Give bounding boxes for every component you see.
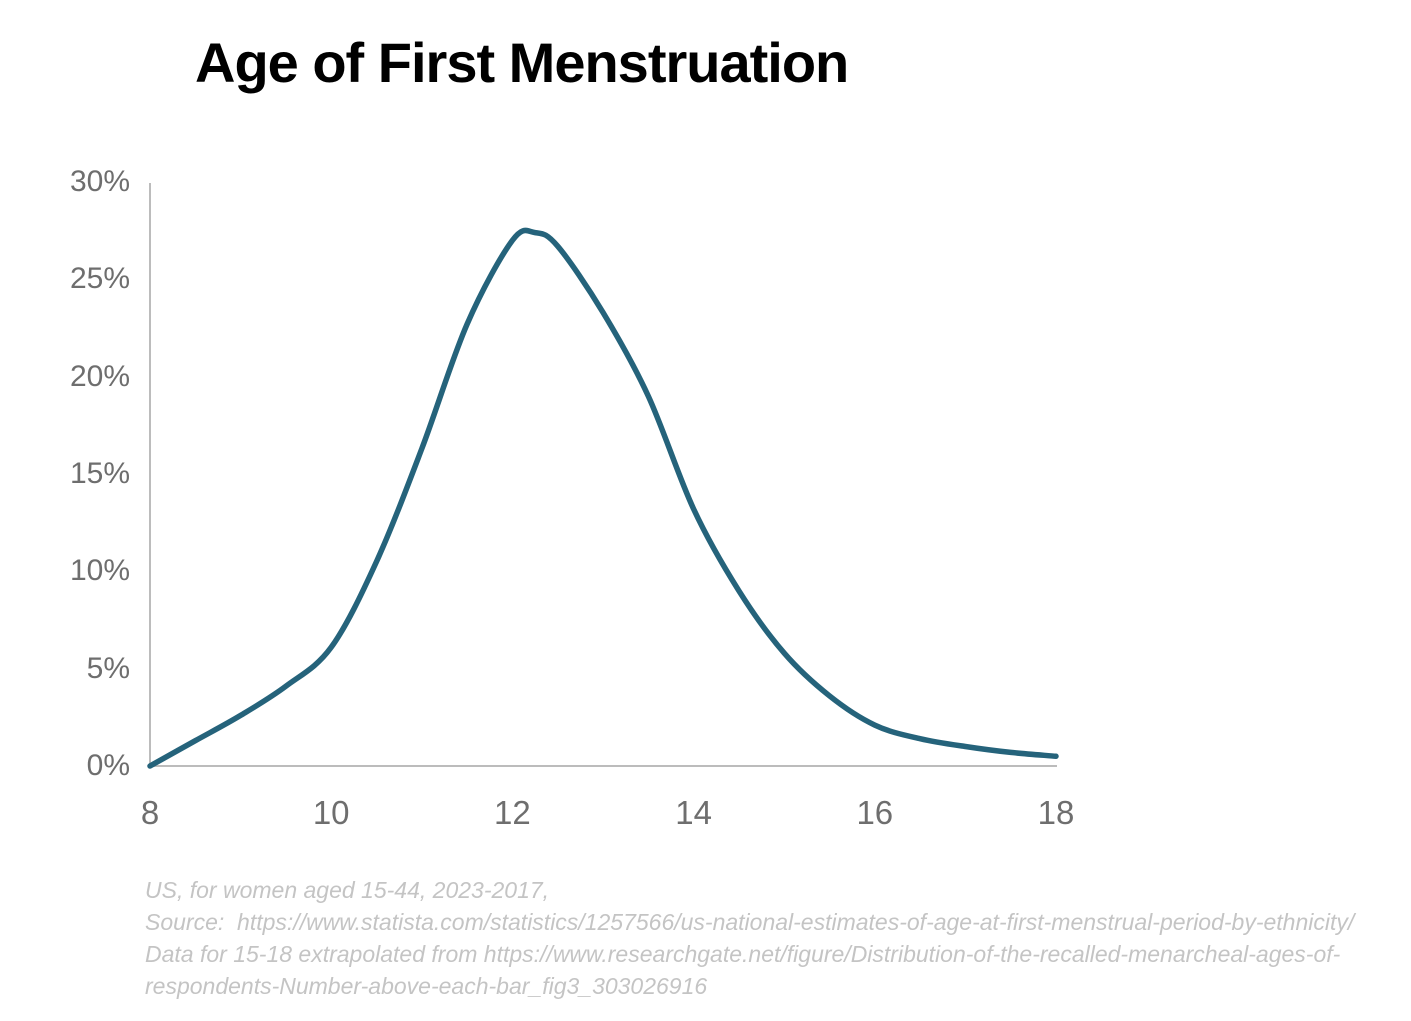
chart-title: Age of First Menstruation	[195, 31, 849, 94]
footnote-line: Source: https://www.statista.com/statist…	[145, 909, 1355, 935]
curve-line	[147, 227, 1059, 769]
footnote-line: US, for women aged 15-44, 2023-2017,	[145, 877, 550, 903]
x-tick-label: 12	[494, 794, 531, 831]
y-tick-label: 5%	[86, 651, 130, 685]
distribution-curve	[147, 227, 1059, 769]
x-tick-label: 8	[140, 794, 160, 831]
y-axis-line	[149, 183, 151, 767]
source-footnote: US, for women aged 15-44, 2023-2017, Sou…	[145, 874, 1411, 1002]
x-axis-line	[149, 765, 1057, 767]
y-tick-label: 30%	[69, 165, 130, 198]
footnote-line: respondents-Number-above-each-bar_fig3_3…	[145, 973, 708, 999]
x-tick-label: 16	[856, 794, 894, 831]
y-tick-label: 15%	[69, 457, 130, 490]
x-tick-label: 18	[1037, 794, 1075, 831]
y-tick-label: 10%	[69, 554, 130, 588]
footnote-line: Data for 15-18 extrapolated from https:/…	[145, 941, 1341, 967]
y-tick-label: 0%	[86, 749, 130, 782]
x-tick-label: 10	[312, 794, 350, 831]
y-tick-label: 20%	[69, 359, 130, 393]
y-tick-label: 25%	[69, 262, 130, 296]
x-tick-label: 14	[675, 794, 712, 831]
